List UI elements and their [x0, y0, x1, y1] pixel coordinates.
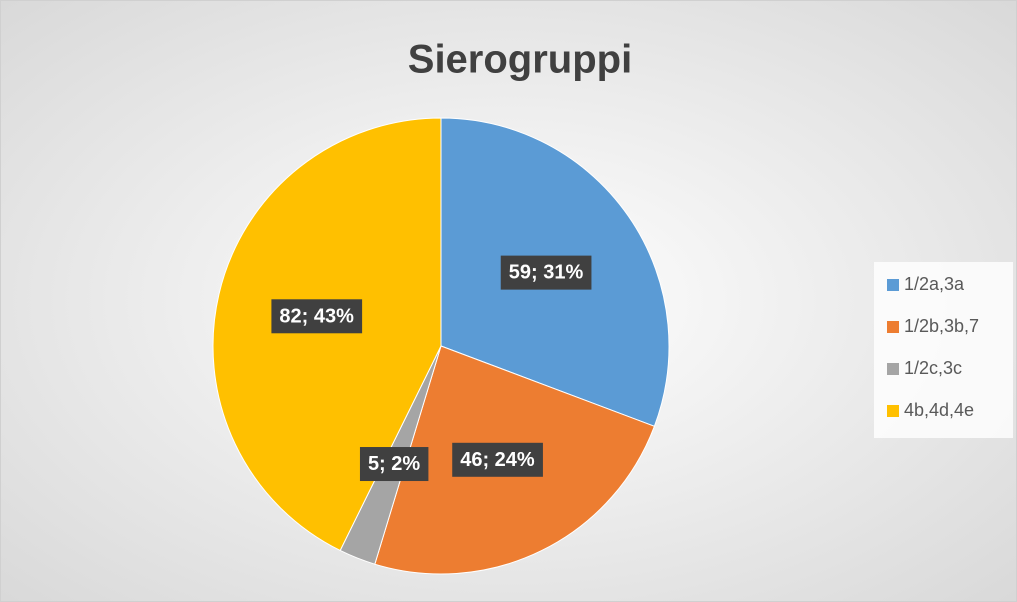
legend-swatch	[887, 363, 899, 375]
legend-swatch	[887, 279, 899, 291]
pie-slice	[212, 117, 442, 552]
legend-label: 1/2b,3b,7	[904, 316, 979, 336]
legend-label: 1/2c,3c	[904, 358, 962, 378]
data-label: 59; 31%	[509, 262, 584, 284]
legend-label: 4b,4d,4e	[904, 400, 974, 420]
legend-label: 1/2a,3a	[904, 274, 965, 294]
data-label-box	[359, 447, 429, 482]
data-label-box	[452, 442, 543, 477]
chart-title: Sierogruppi	[408, 38, 632, 82]
data-label: 82; 43%	[279, 305, 354, 327]
data-label: 46; 24%	[460, 449, 535, 471]
data-label-box	[500, 255, 592, 290]
legend-swatch	[887, 321, 899, 333]
data-label: 5; 2%	[368, 453, 420, 475]
data-label-box	[271, 299, 363, 334]
legend-swatch	[887, 405, 899, 417]
